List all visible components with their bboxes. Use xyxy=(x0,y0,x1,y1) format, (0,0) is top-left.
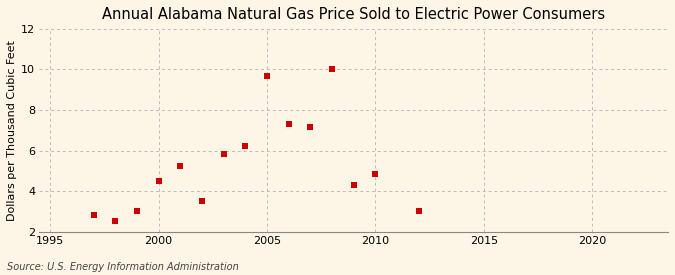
Point xyxy=(196,199,207,204)
Point xyxy=(132,209,142,213)
Title: Annual Alabama Natural Gas Price Sold to Electric Power Consumers: Annual Alabama Natural Gas Price Sold to… xyxy=(102,7,605,22)
Point xyxy=(284,122,294,126)
Text: Source: U.S. Energy Information Administration: Source: U.S. Energy Information Administ… xyxy=(7,262,238,272)
Point xyxy=(110,219,121,224)
Point xyxy=(240,144,250,148)
Point xyxy=(218,152,229,156)
Point xyxy=(370,172,381,176)
Point xyxy=(262,74,273,78)
Point xyxy=(88,213,99,218)
Point xyxy=(327,67,338,71)
Point xyxy=(413,209,424,213)
Point xyxy=(153,179,164,183)
Point xyxy=(305,124,316,129)
Point xyxy=(175,164,186,169)
Y-axis label: Dollars per Thousand Cubic Feet: Dollars per Thousand Cubic Feet xyxy=(7,40,17,221)
Point xyxy=(348,183,359,187)
